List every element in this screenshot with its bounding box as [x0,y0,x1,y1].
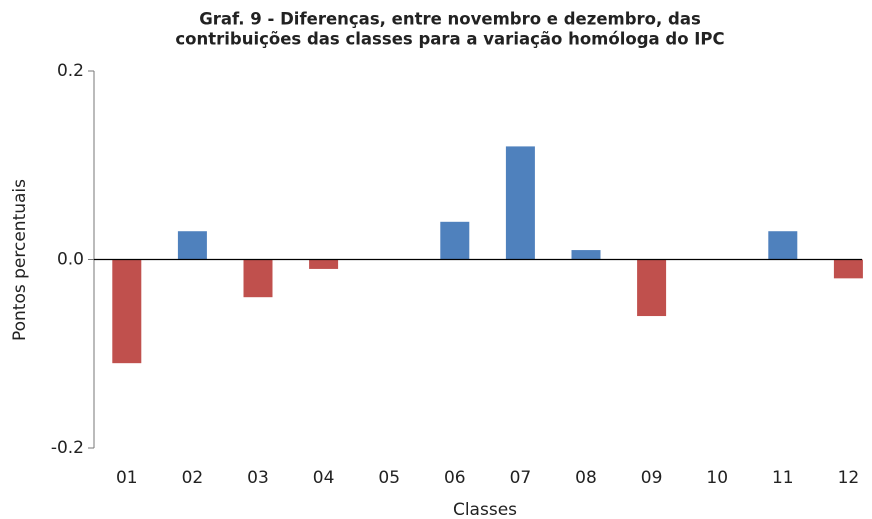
x-tick-label: 12 [838,468,860,488]
x-axis-label: Classes [453,500,517,519]
bar [768,231,798,260]
bar [833,259,863,279]
x-tick-label: 11 [772,468,794,488]
chart-title: Graf. 9 - Diferenças, entre novembro e d… [199,10,701,29]
x-tick-label: 06 [444,468,466,488]
chart-title: contribuições das classes para a variaçã… [175,30,724,49]
bar [440,221,470,260]
bar [177,231,207,260]
y-tick-label: 0.0 [57,250,84,270]
x-tick-label: 08 [575,468,597,488]
y-tick-label: -0.2 [51,438,84,458]
bar [309,259,339,269]
y-axis-label: Pontos percentuais [10,179,30,341]
x-tick-label: 07 [510,468,532,488]
x-tick-label: 05 [378,468,400,488]
bar [505,146,535,260]
x-tick-label: 03 [247,468,269,488]
bar [637,259,667,317]
x-tick-label: 02 [182,468,204,488]
x-tick-label: 04 [313,468,335,488]
bar [571,250,601,260]
x-tick-label: 01 [116,468,138,488]
x-tick-label: 10 [706,468,728,488]
bar [112,259,142,364]
x-tick-label: 09 [641,468,663,488]
bar [243,259,273,298]
y-tick-label: 0.2 [57,61,84,81]
